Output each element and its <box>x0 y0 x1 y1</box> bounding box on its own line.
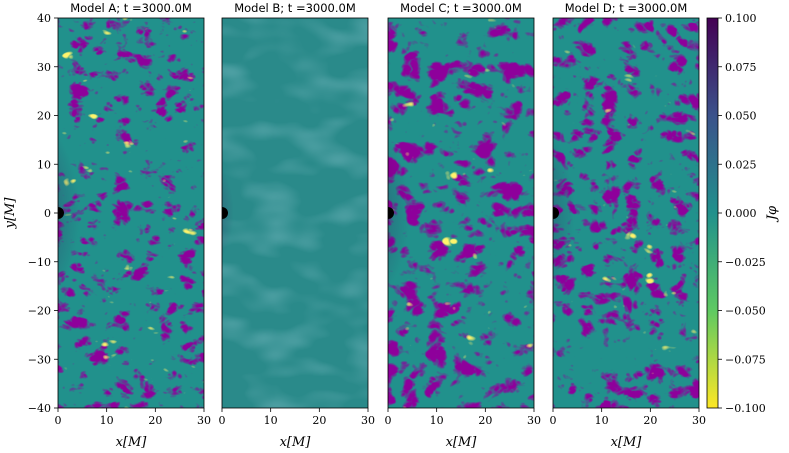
panel-4: Model D; t =3000.0M 0 10 20 30 x[M] <box>550 1 707 450</box>
x-axis-label: x[M] <box>446 435 478 450</box>
y-tick-label: 20 <box>37 110 51 123</box>
colorbar-tick-label: 0.025 <box>725 158 757 171</box>
black-hole-marker <box>388 207 394 219</box>
y-tick-label: 30 <box>37 61 51 74</box>
x-tick-label: 0 <box>385 414 392 427</box>
black-hole-marker <box>222 207 228 219</box>
x-tick-label: 0 <box>219 414 226 427</box>
heatmap-image <box>222 18 368 408</box>
x-tick-label: 20 <box>312 414 326 427</box>
y-tick-label: −40 <box>28 402 51 415</box>
axes-frame <box>221 17 369 409</box>
colorbar-label: Jφ <box>765 205 780 223</box>
x-axis-label: x[M] <box>280 435 312 450</box>
colorbar-tick-label: −0.025 <box>725 256 766 269</box>
y-tick-label: −20 <box>28 305 51 318</box>
black-hole-marker <box>58 207 64 219</box>
heatmap-image <box>553 18 699 408</box>
x-tick-label: 30 <box>527 414 541 427</box>
colorbar-tick-label: −0.100 <box>725 402 766 415</box>
y-tick-label: 40 <box>37 12 51 25</box>
x-axis-label: x[M] <box>611 435 643 450</box>
y-tick-label: −30 <box>28 353 51 366</box>
panel-1: Model A; t =3000.0M0 10 20 30x[M]403020100−… <box>3 1 211 450</box>
black-hole-marker <box>553 207 559 219</box>
x-tick-label: 0 <box>55 414 62 427</box>
colorbar-tick-label: 0.075 <box>725 61 757 74</box>
x-tick-label: 10 <box>595 414 609 427</box>
panel-2: Model B; t =3000.0M 0 10 20 30 x[M] <box>219 1 376 450</box>
x-tick-label: 10 <box>100 414 114 427</box>
panel-title: Model A; t =3000.0M <box>70 1 192 15</box>
y-tick-label: 0 <box>44 207 51 220</box>
panel-title: Model D; t =3000.0M <box>565 1 688 15</box>
colorbar-gradient <box>707 18 718 408</box>
colorbar-tick-label: 0.000 <box>725 207 757 220</box>
x-tick-label: 30 <box>361 414 375 427</box>
axes-frame <box>387 17 535 409</box>
y-axis-label: y[M] <box>3 197 18 230</box>
y-tick-label: 10 <box>37 158 51 171</box>
x-tick-label: 20 <box>148 414 162 427</box>
x-axis-label: x[M] <box>116 435 148 450</box>
x-tick-label: 20 <box>643 414 657 427</box>
y-tick-label: −10 <box>28 256 51 269</box>
x-tick-label: 10 <box>430 414 444 427</box>
heatmap-image <box>58 18 204 408</box>
panel-3: Model C; t =3000.0M 0 10 20 30 x[M] <box>385 1 542 450</box>
x-tick-label: 30 <box>692 414 706 427</box>
x-tick-label: 10 <box>264 414 278 427</box>
x-tick-label: 0 <box>550 414 557 427</box>
x-tick-label: 30 <box>197 414 211 427</box>
panel-title: Model B; t =3000.0M <box>234 1 356 15</box>
colorbar-tick-label: −0.075 <box>725 353 766 366</box>
heatmap-image <box>388 18 534 408</box>
colorbar-tick-label: −0.050 <box>725 305 766 318</box>
panel-title: Model C; t =3000.0M <box>400 1 522 15</box>
axes-frame <box>552 17 700 409</box>
colorbar-tick-label: 0.050 <box>725 110 757 123</box>
x-tick-label: 20 <box>478 414 492 427</box>
colorbar-tick-label: 0.100 <box>725 12 757 25</box>
